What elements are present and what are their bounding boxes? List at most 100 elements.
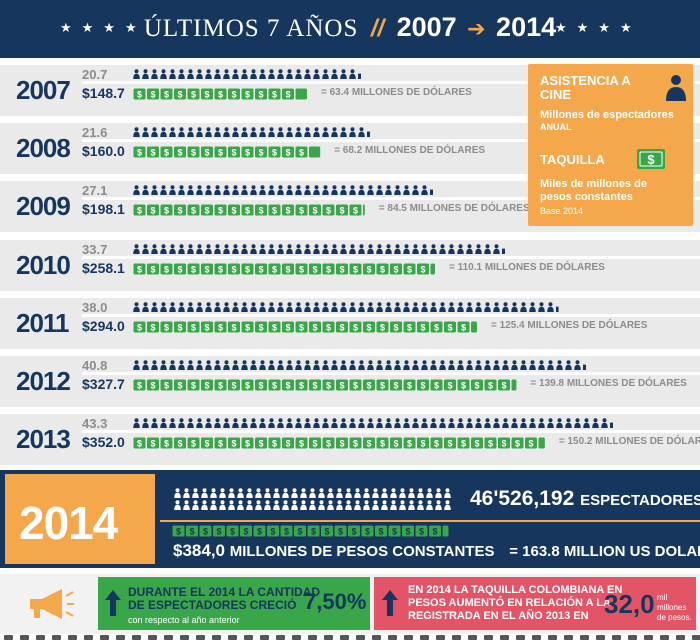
person-mark [502, 360, 509, 370]
money-mark: $ [147, 437, 159, 449]
money-mark: $ [322, 204, 335, 216]
svg-text:$: $ [447, 322, 452, 332]
money-mark: $ [133, 321, 146, 333]
person-mark [201, 488, 208, 498]
svg-text:$: $ [258, 322, 263, 332]
money-mark: $ [174, 204, 186, 216]
svg-text:$: $ [339, 381, 344, 391]
attendance-value: 40.8 [82, 358, 108, 373]
person-mark [183, 500, 190, 510]
svg-text:$: $ [137, 264, 142, 274]
person-mark [556, 360, 563, 370]
money-mark: $ [457, 379, 470, 391]
person-mark [322, 243, 329, 254]
film-hole [484, 635, 493, 640]
person-mark [430, 243, 437, 254]
money-mark: $ [241, 88, 254, 100]
person-mark [318, 500, 325, 510]
arrow-up-icon [382, 590, 398, 616]
person-mark [403, 301, 410, 312]
money-mark: $ [268, 88, 281, 100]
person-mark [160, 360, 167, 370]
svg-text:$: $ [150, 264, 155, 274]
person-mark [268, 185, 275, 196]
person-mark [403, 185, 410, 196]
person-mark [322, 127, 329, 138]
svg-text:$: $ [393, 381, 398, 391]
money-mark: $ [376, 437, 389, 449]
attendance-growth-text-2: DE ESPECTADORES CRECIÓ [128, 598, 297, 612]
row-band [82, 81, 700, 84]
person-mark [331, 418, 338, 429]
attendance-value: 33.7 [82, 241, 108, 257]
svg-text:$: $ [326, 264, 331, 274]
person-mark [327, 500, 334, 510]
svg-text:$: $ [191, 439, 196, 449]
person-mark [403, 360, 410, 370]
money-mark: $ [214, 263, 227, 275]
person-mark [151, 127, 158, 138]
svg-text:$: $ [137, 381, 142, 391]
boxoffice-bar: $ $ $ $ $ $ $ $ $ $ $ $ $ $ $ $ $ $ $ $ $ $ $ $ $ [133, 320, 477, 333]
money-mark: $ [376, 321, 389, 333]
person-mark [403, 243, 410, 254]
person-mark [187, 301, 194, 312]
money-mark: $ [201, 379, 213, 391]
person-mark [277, 69, 284, 79]
person-mark [286, 301, 293, 312]
person-mark [322, 185, 329, 196]
svg-text:$: $ [285, 148, 290, 158]
person-mark [160, 127, 167, 138]
person-mark [286, 418, 293, 429]
person-mark [205, 69, 212, 79]
attendance-growth-note: con respecto al año anterior [128, 615, 240, 625]
boxoffice-growth-text-3: REGISTRADA EN EL AÑO 2013 EN [408, 610, 589, 622]
person-mark [205, 418, 212, 429]
money-mark: $ [268, 379, 281, 391]
legend-attendance-unit: Millones de espectadores [540, 109, 674, 121]
svg-text:$: $ [488, 381, 493, 391]
svg-text:$: $ [488, 439, 493, 449]
person-mark [187, 127, 194, 138]
svg-text:$: $ [177, 206, 182, 216]
person-mark [511, 301, 518, 312]
person-mark [133, 127, 140, 138]
money-mark: $ [349, 321, 362, 333]
film-hole [324, 635, 333, 640]
usd-value: = 68.2 MILLONES DE DÓLARES [334, 145, 486, 157]
boxoffice-bar: $ $ $ $ $ $ $ $ $ $ $ $ $ $ $ $ $ $ $ $ $ $ $ $ $ $ $ $ $ $ [133, 436, 545, 449]
svg-text:$: $ [164, 148, 169, 158]
person-mark [399, 500, 406, 510]
money-mark: $ [336, 437, 348, 449]
money-mark: $ [255, 146, 267, 158]
person-mark [178, 243, 185, 254]
person-mark [475, 418, 482, 429]
person-mark [223, 418, 230, 429]
svg-text:$: $ [312, 264, 317, 274]
svg-text:$: $ [339, 206, 344, 216]
money-mark: $ [201, 88, 213, 100]
person-mark [511, 418, 518, 429]
attendance-growth-text-1: DURANTE EL 2014 LA CANTIDAD [128, 585, 321, 599]
svg-text:$: $ [461, 381, 466, 391]
person-mark [232, 69, 239, 79]
svg-text:$: $ [164, 90, 169, 100]
film-hole [244, 635, 253, 640]
person-mark [565, 360, 572, 370]
person-mark [133, 301, 140, 312]
money-mark: $ [430, 379, 443, 391]
money-mark: $ [133, 146, 146, 158]
attendance-bar [133, 358, 590, 370]
film-hole [228, 635, 237, 640]
person-mark [426, 500, 433, 510]
money-mark: $ [363, 263, 375, 275]
person-mark [439, 301, 446, 312]
person-mark [340, 360, 347, 370]
person-mark [475, 360, 482, 370]
person-mark [538, 418, 545, 429]
money-mark: $ [255, 88, 267, 100]
money-mark: $ [172, 525, 185, 537]
svg-text:$: $ [204, 90, 209, 100]
person-mark [304, 301, 311, 312]
money-mark: $ [511, 437, 524, 449]
